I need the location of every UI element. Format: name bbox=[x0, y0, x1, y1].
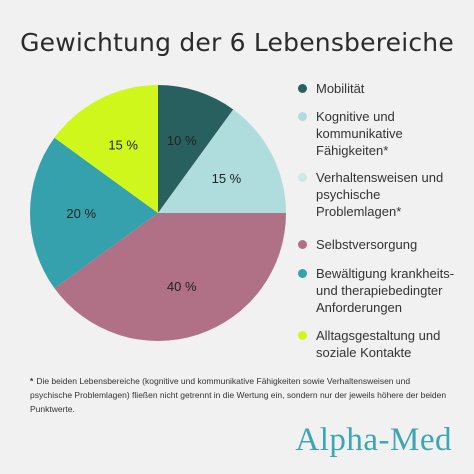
pie-slice-3 bbox=[54, 213, 286, 341]
chart-title: Gewichtung der 6 Lebensbereiche bbox=[20, 28, 454, 57]
pie-slice-label-3: 40 % bbox=[167, 279, 197, 294]
legend-label-line: kommunikative bbox=[316, 126, 403, 141]
legend-dot-icon bbox=[298, 269, 307, 278]
legend-dot-icon bbox=[298, 331, 307, 340]
legend-label-line: soziale Kontakte bbox=[316, 345, 412, 360]
pie-slice-label-5: 15 % bbox=[108, 138, 138, 153]
brand-logo: Alpha-Med bbox=[295, 422, 452, 458]
footnote: * Die beiden Lebensbereiche (kognitive un… bbox=[30, 374, 454, 416]
pie-slice-label-4: 20 % bbox=[66, 206, 96, 221]
legend-label-line: Problemlagen* bbox=[316, 204, 402, 219]
pie-slice-label-0: 10 % bbox=[167, 133, 197, 148]
pie-slice-5 bbox=[54, 85, 158, 213]
pie-slice-1 bbox=[158, 109, 286, 213]
legend-label-line: Mobilität bbox=[316, 81, 365, 96]
legend-label-line: Selbstversorgung bbox=[316, 237, 418, 252]
legend-label-line: Anforderungen bbox=[316, 300, 403, 315]
legend-label-line: Alltagsgestaltung und bbox=[316, 328, 441, 343]
footnote-star: * bbox=[30, 376, 34, 386]
legend-label-line: Verhaltensweisen und bbox=[316, 170, 444, 185]
legend-item-3: Selbstversorgung bbox=[298, 236, 468, 253]
legend-item-4: Bewältigung krankheits-und therapiebedin… bbox=[298, 265, 468, 316]
legend-label-line: Kognitive und bbox=[316, 109, 395, 124]
legend-dot-icon bbox=[298, 112, 307, 121]
pie-slice-0 bbox=[158, 85, 234, 213]
legend-dot-icon bbox=[298, 240, 307, 249]
legend: Mobilität Kognitive und kommunikative Fähig… bbox=[298, 80, 468, 361]
footnote-text: Die beiden Lebensbereiche (kognitive und… bbox=[30, 376, 447, 414]
legend-label-line: Fähigkeiten* bbox=[316, 143, 389, 158]
legend-item-2: Verhaltensweisen und psychische Problemlag… bbox=[298, 169, 468, 220]
legend-dot-icon bbox=[298, 173, 307, 182]
legend-item-0: Mobilität bbox=[298, 80, 468, 97]
legend-dot-icon bbox=[298, 84, 307, 93]
legend-item-1: Kognitive und kommunikative Fähigkeiten* bbox=[298, 108, 468, 159]
pie-slice-4 bbox=[30, 137, 158, 289]
legend-label-line: Bewältigung krankheits- bbox=[316, 266, 455, 281]
legend-item-5: Alltagsgestaltung und soziale Kontakte bbox=[298, 327, 468, 361]
pie-slice-label-1: 15 % bbox=[212, 171, 242, 186]
legend-label-line: und therapiebedingter bbox=[316, 283, 443, 298]
legend-label-line: psychische bbox=[316, 187, 381, 202]
